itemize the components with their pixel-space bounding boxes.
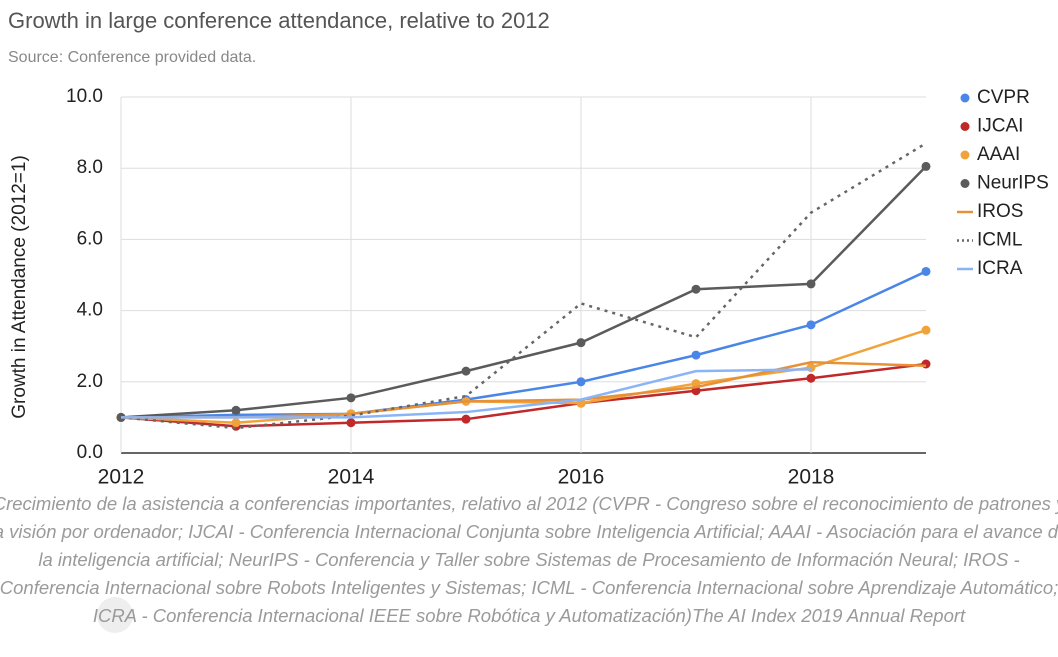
- data-point: [346, 393, 356, 403]
- series-line: [121, 368, 812, 419]
- y-tick-label: 0.0: [77, 442, 103, 463]
- legend-label: NeurIPS: [977, 173, 1049, 194]
- series-line: [120, 142, 927, 430]
- data-point: [921, 161, 931, 171]
- legend-label: CVPR: [977, 87, 1030, 108]
- x-tick-label: 2014: [328, 466, 375, 489]
- data-point: [921, 325, 931, 335]
- y-tick-label: 8.0: [77, 157, 103, 178]
- data-point: [691, 350, 701, 360]
- data-point: [576, 377, 586, 387]
- caption: Crecimiento de la asistencia a conferenc…: [0, 493, 1058, 626]
- data-point: [806, 363, 816, 373]
- y-axis-label: Growth in Attendance (2012=1): [9, 155, 30, 419]
- chart-title: Growth in large conference attendance, r…: [8, 8, 550, 33]
- y-tick-label: 10.0: [66, 86, 103, 107]
- data-point: [461, 414, 471, 424]
- series-line: [120, 270, 927, 419]
- data-point: [806, 279, 816, 289]
- x-tick-label: 2018: [788, 466, 835, 489]
- data-point: [691, 284, 701, 294]
- legend-marker: [960, 122, 970, 131]
- series-line: [120, 165, 927, 419]
- series-line: [120, 362, 927, 428]
- legend-marker: [960, 150, 970, 160]
- data-point: [231, 405, 241, 415]
- legend-label: ICRA: [977, 258, 1023, 279]
- y-tick-label: 4.0: [77, 300, 103, 321]
- y-tick-label: 2.0: [77, 371, 103, 392]
- data-point: [576, 338, 586, 348]
- legend-marker: [960, 93, 970, 103]
- data-point: [806, 320, 816, 330]
- data-point: [921, 359, 931, 369]
- x-tick-label: 2016: [558, 466, 605, 489]
- legend-label: AAAI: [977, 144, 1020, 165]
- data-point: [921, 266, 931, 276]
- data-point: [806, 373, 816, 383]
- data-point: [231, 418, 241, 428]
- data-point: [346, 418, 356, 428]
- y-tick-label: 6.0: [77, 228, 103, 249]
- chart-subtitle: Source: Conference provided data.: [8, 49, 256, 66]
- legend-label: IJCAI: [977, 116, 1023, 137]
- legend-marker: [960, 179, 970, 188]
- legend-label: ICML: [977, 230, 1022, 251]
- data-point: [461, 366, 471, 376]
- decoration: [97, 597, 133, 633]
- legend-label: IROS: [977, 201, 1023, 222]
- x-tick-label: 2012: [98, 466, 145, 489]
